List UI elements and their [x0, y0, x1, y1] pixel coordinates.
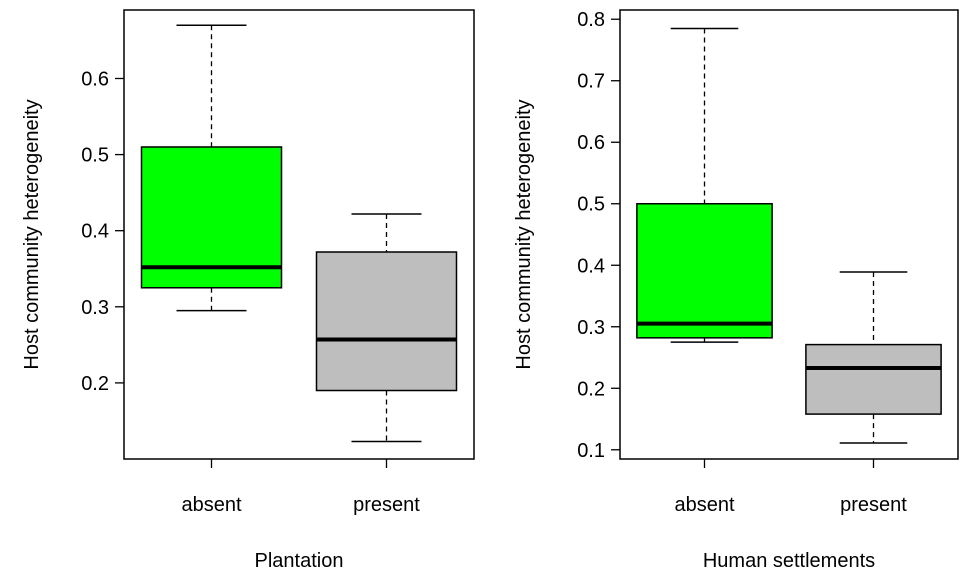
y-tick-label: 0.2: [577, 378, 605, 400]
plot-frame: [619, 9, 959, 460]
y-axis-title: Host community heterogeneity: [513, 99, 535, 369]
iqr-box: [315, 251, 458, 392]
y-tick-label: 0.5: [577, 194, 605, 216]
plot-frame: [123, 9, 475, 460]
y-tick-label: 0.1: [577, 440, 605, 462]
y-tick-label: 0.4: [81, 221, 109, 243]
y-tick-label: 0.3: [577, 317, 605, 339]
x-axis-title: Human settlements: [703, 550, 875, 572]
x-tick-label: present: [353, 494, 420, 516]
y-tick-label: 0.7: [577, 71, 605, 93]
y-tick-label: 0.5: [81, 145, 109, 167]
y-tick-label: 0.3: [81, 297, 109, 319]
y-tick-label: 0.4: [577, 255, 605, 277]
box-present: [805, 271, 942, 444]
y-axis-title: Host community heterogeneity: [21, 99, 43, 369]
x-tick-label: absent: [181, 494, 241, 516]
iqr-box: [140, 146, 283, 289]
box-absent: [140, 24, 283, 312]
x-axis-title: Plantation: [255, 550, 344, 572]
chart-panel-2: 0.1 0.2 0.3 0.4 0.5 0.6 0.7 0.8 absent present Hum…: [513, 9, 959, 572]
x-tick-label: present: [840, 494, 907, 516]
x-tick-label: absent: [674, 494, 734, 516]
y-tick-label: 0.6: [577, 132, 605, 154]
y-tick-label: 0.6: [81, 68, 109, 90]
iqr-box: [805, 343, 942, 415]
box-present: [315, 213, 458, 443]
y-tick-label: 0.2: [81, 373, 109, 395]
chart-panel-1: 0.2 0.3 0.4 0.5 0.6 absent present Plantation Ho…: [21, 9, 475, 572]
y-tick-label: 0.8: [577, 9, 605, 31]
box-absent: [636, 27, 773, 343]
iqr-box: [636, 202, 773, 339]
